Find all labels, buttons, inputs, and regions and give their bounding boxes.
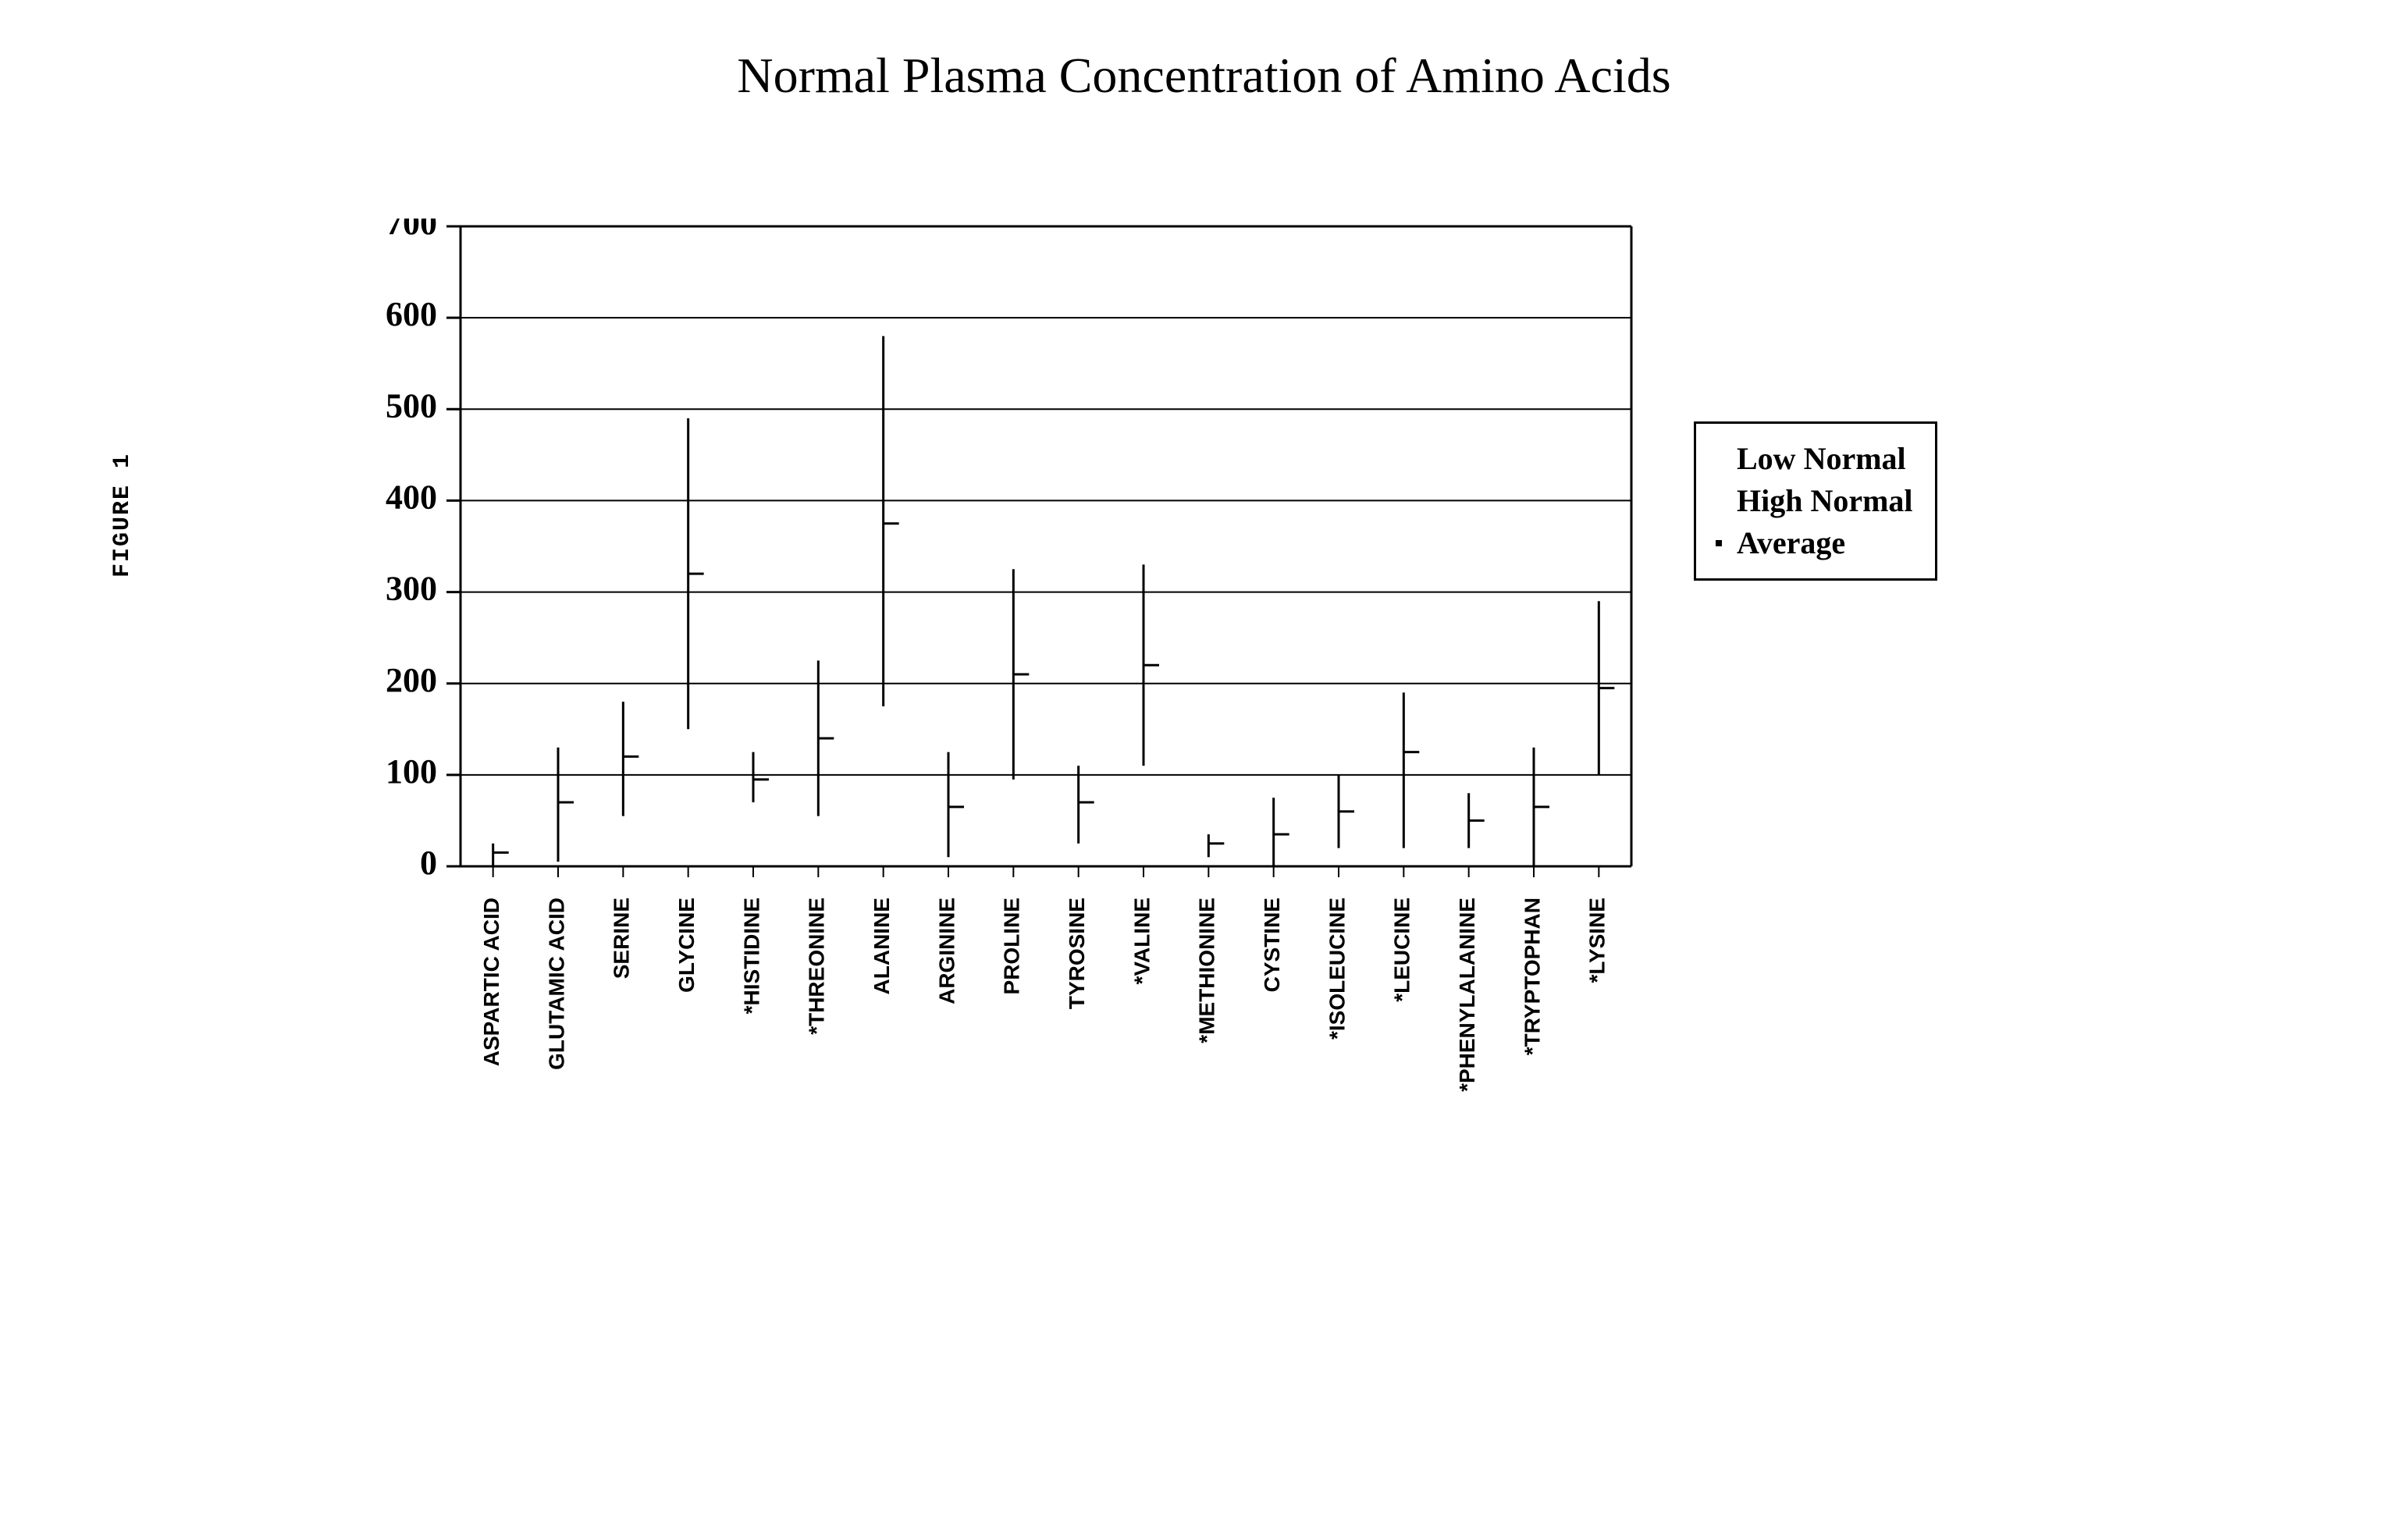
ytick-label: 600 <box>386 295 437 333</box>
xtick-label: *LYSINE <box>1585 898 1609 983</box>
xtick-label: *ISOLEUCINE <box>1325 898 1349 1040</box>
legend-item: Average <box>1712 522 1913 564</box>
dot-icon <box>1712 540 1726 546</box>
ytick-label: 500 <box>386 386 437 425</box>
chart-svg: 0 100 200 300 400 500 600 700 ASPARTIC ACID GLUTA… <box>367 219 1639 1163</box>
legend-label: High Normal <box>1737 480 1913 522</box>
legend-label: Low Normal <box>1737 438 1906 480</box>
legend-label: Average <box>1737 522 1845 564</box>
xtick-label: *PHENYLALANINE <box>1455 898 1479 1092</box>
ytick-label: 700 <box>386 219 437 242</box>
xtick-label: PROLINE <box>1000 898 1024 994</box>
xtick-label: *THREONINE <box>805 898 829 1035</box>
ytick-label: 200 <box>386 661 437 699</box>
ytick-label: 100 <box>386 752 437 791</box>
legend-item: Low Normal <box>1712 438 1913 480</box>
xtick-label: *METHIONINE <box>1195 898 1219 1043</box>
xtick-label: ARGININE <box>934 898 959 1004</box>
xtick-label: *VALINE <box>1129 898 1154 985</box>
xtick-label: GLYCINE <box>674 898 699 993</box>
xtick-label: *LEUCINE <box>1390 898 1414 1002</box>
chart-title: Normal Plasma Concentration of Amino Aci… <box>0 47 2408 105</box>
chart-plot-area: 0 100 200 300 400 500 600 700 ASPARTIC ACID GLUTA… <box>367 219 1639 1163</box>
figure-label: FIGURE 1 <box>109 453 136 578</box>
xtick-label: ALANINE <box>870 898 894 994</box>
page: FIGURE 1 Normal Plasma Concentration of … <box>0 0 2408 1518</box>
xtick-label: CYSTINE <box>1260 898 1284 992</box>
xtick-label: SERINE <box>610 898 634 979</box>
xtick-label: *TRYPTOPHAN <box>1520 898 1544 1055</box>
legend-item: High Normal <box>1712 480 1913 522</box>
chart-legend: Low NormalHigh NormalAverage <box>1694 421 1937 581</box>
xtick-label: GLUTAMIC ACID <box>544 898 568 1070</box>
xtick-label: ASPARTIC ACID <box>479 898 503 1066</box>
ytick-label: 400 <box>386 478 437 517</box>
ytick-label: 0 <box>420 844 437 882</box>
xtick-label: *HISTIDINE <box>739 898 763 1014</box>
ytick-label: 300 <box>386 570 437 608</box>
xtick-label: TYROSINE <box>1065 898 1089 1009</box>
